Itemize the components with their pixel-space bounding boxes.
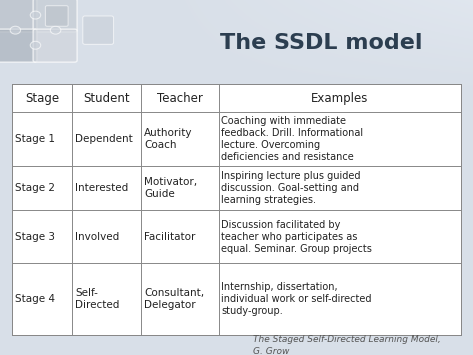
Text: Teacher: Teacher (157, 92, 203, 104)
Text: Authority
Coach: Authority Coach (144, 127, 193, 149)
FancyBboxPatch shape (83, 16, 114, 44)
Circle shape (30, 11, 41, 19)
FancyBboxPatch shape (0, 29, 37, 62)
FancyBboxPatch shape (0, 0, 37, 32)
Text: Dependent: Dependent (75, 133, 132, 143)
Text: Examples: Examples (311, 92, 368, 104)
Circle shape (10, 26, 21, 34)
FancyBboxPatch shape (45, 6, 68, 26)
Text: Facilitator: Facilitator (144, 231, 195, 242)
Text: Coaching with immediate
feedback. Drill. Informational
lecture. Overcoming
defic: Coaching with immediate feedback. Drill.… (221, 116, 363, 162)
Text: Student: Student (83, 92, 130, 104)
Text: The Staged Self-Directed Learning Model,
G. Grow: The Staged Self-Directed Learning Model,… (253, 335, 441, 355)
Text: Stage 3: Stage 3 (15, 231, 55, 242)
Text: Interested: Interested (75, 183, 128, 193)
Text: Stage: Stage (25, 92, 59, 104)
Circle shape (50, 26, 61, 34)
Text: The SSDL model: The SSDL model (220, 33, 423, 53)
Bar (12, 84, 461, 335)
Text: Self-
Directed: Self- Directed (75, 288, 119, 310)
Text: Stage 2: Stage 2 (15, 183, 55, 193)
Circle shape (30, 41, 41, 49)
FancyBboxPatch shape (33, 29, 77, 62)
Text: Stage 4: Stage 4 (15, 294, 55, 304)
Text: Consultant,
Delegator: Consultant, Delegator (144, 288, 204, 310)
FancyBboxPatch shape (33, 0, 77, 32)
Text: Inspiring lecture plus guided
discussion. Goal-setting and
learning strategies.: Inspiring lecture plus guided discussion… (221, 171, 361, 205)
Text: Internship, dissertation,
individual work or self-directed
study-group.: Internship, dissertation, individual wor… (221, 282, 372, 316)
Text: Discussion facilitated by
teacher who participates as
equal. Seminar. Group proj: Discussion facilitated by teacher who pa… (221, 220, 372, 253)
Text: Stage 1: Stage 1 (15, 133, 55, 143)
Text: Involved: Involved (75, 231, 119, 242)
Text: Motivator,
Guide: Motivator, Guide (144, 177, 197, 199)
